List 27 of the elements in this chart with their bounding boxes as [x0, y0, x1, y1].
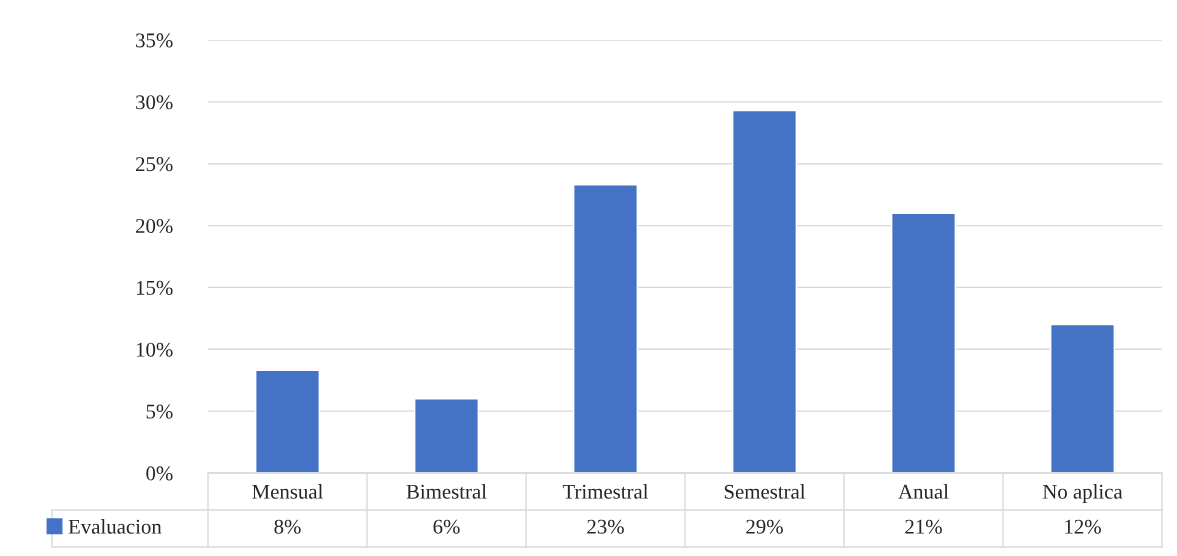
data-label: 29% [746, 519, 783, 534]
x-tick-label: Trimestral [562, 484, 649, 499]
x-tick-label: No aplica [1042, 484, 1123, 503]
data-label: 6% [433, 519, 460, 534]
x-tick-label: Bimestral [406, 484, 487, 499]
bar [573, 184, 638, 473]
x-tick-label: Anual [898, 484, 949, 499]
bar [732, 109, 797, 473]
legend-label: Evaluacion [68, 519, 162, 534]
data-label: 23% [587, 519, 624, 534]
y-tick-label: 35% [136, 33, 173, 48]
data-label: 12% [1065, 519, 1101, 534]
y-tick-label: 25% [136, 157, 173, 172]
data-label: 8% [274, 519, 301, 534]
bar [1050, 323, 1115, 473]
y-tick-label: 0% [146, 466, 173, 481]
y-tick-label: 5% [146, 404, 173, 419]
y-tick-label: 10% [136, 342, 173, 357]
bar [255, 369, 320, 473]
x-tick-label: Semestral [724, 484, 806, 499]
y-tick-label: 15% [136, 280, 173, 295]
bar [414, 398, 479, 473]
y-tick-label: 30% [136, 95, 173, 110]
bar [891, 212, 956, 473]
x-tick-label: Mensual [252, 484, 323, 499]
data-label: 21% [905, 519, 942, 534]
y-tick-label: 20% [136, 218, 173, 234]
